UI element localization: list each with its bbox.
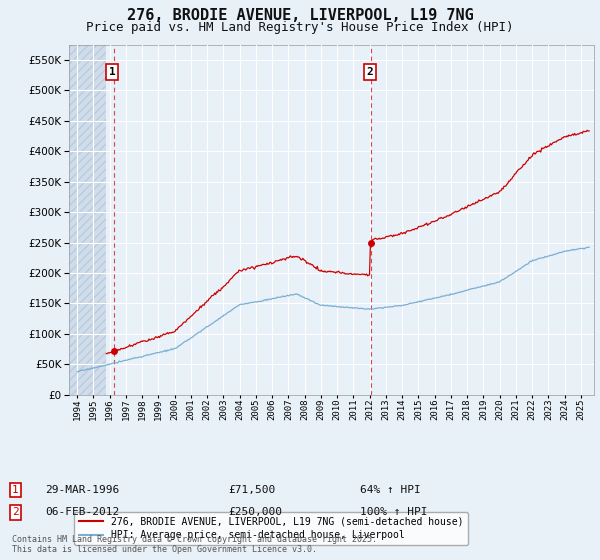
Text: 2: 2	[367, 67, 373, 77]
Text: £71,500: £71,500	[228, 485, 275, 495]
Text: Contains HM Land Registry data © Crown copyright and database right 2025.
This d: Contains HM Land Registry data © Crown c…	[12, 535, 377, 554]
Legend: 276, BRODIE AVENUE, LIVERPOOL, L19 7NG (semi-detached house), HPI: Average price: 276, BRODIE AVENUE, LIVERPOOL, L19 7NG (…	[74, 512, 468, 545]
Text: 100% ↑ HPI: 100% ↑ HPI	[360, 507, 427, 517]
Text: 29-MAR-1996: 29-MAR-1996	[45, 485, 119, 495]
Text: 1: 1	[109, 67, 115, 77]
Text: 1: 1	[12, 485, 19, 495]
Text: 64% ↑ HPI: 64% ↑ HPI	[360, 485, 421, 495]
Text: Price paid vs. HM Land Registry's House Price Index (HPI): Price paid vs. HM Land Registry's House …	[86, 21, 514, 34]
Text: 06-FEB-2012: 06-FEB-2012	[45, 507, 119, 517]
Text: £250,000: £250,000	[228, 507, 282, 517]
Text: 2: 2	[12, 507, 19, 517]
Text: 276, BRODIE AVENUE, LIVERPOOL, L19 7NG: 276, BRODIE AVENUE, LIVERPOOL, L19 7NG	[127, 8, 473, 24]
